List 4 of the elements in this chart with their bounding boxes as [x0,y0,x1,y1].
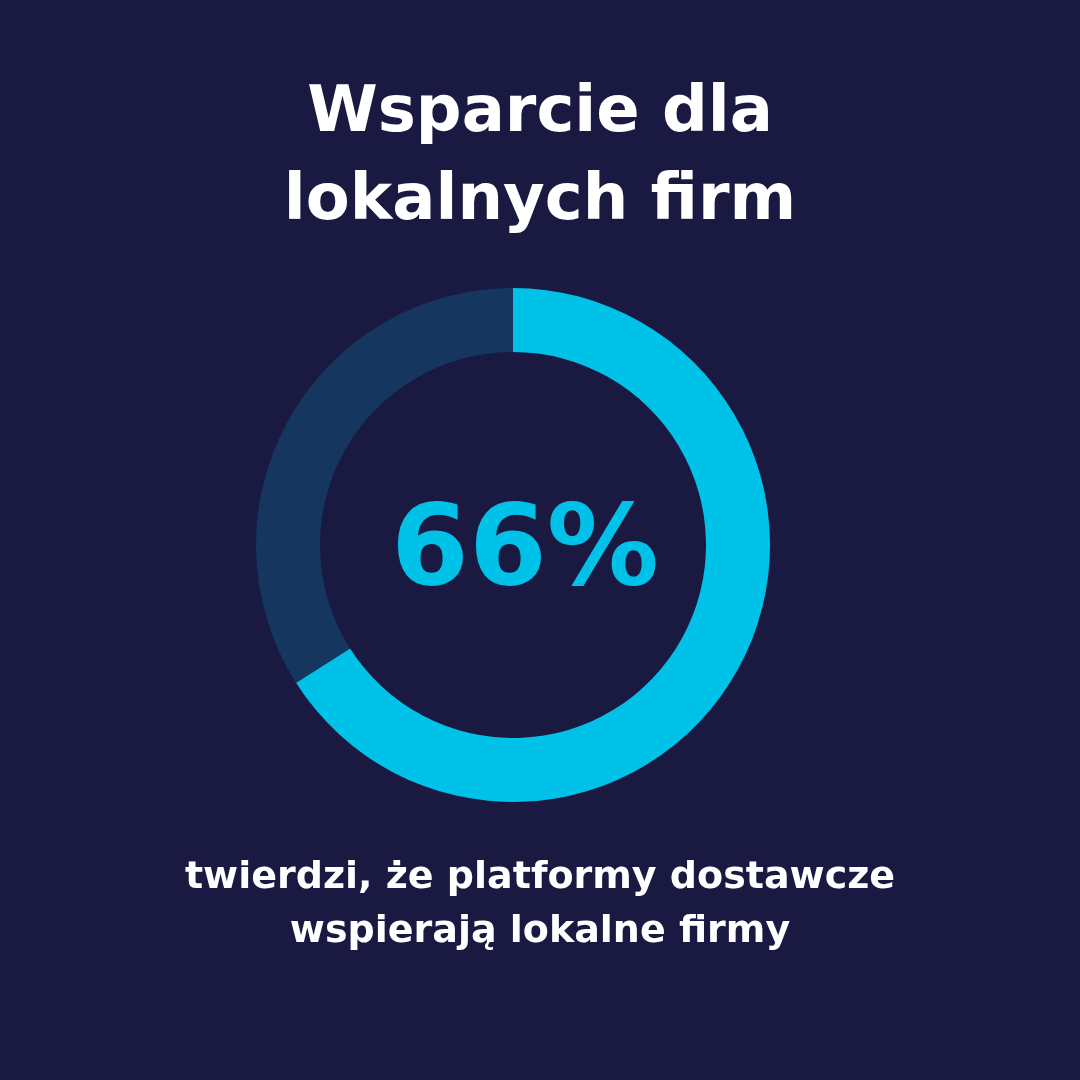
chart-title: Wsparcie dla lokalnych firm [283,72,797,234]
donut-slice [296,288,770,802]
data-label: 66% [390,480,660,610]
text: twierdzi, że platformy dostawcze wspierają lokalne firmy [184,853,896,951]
